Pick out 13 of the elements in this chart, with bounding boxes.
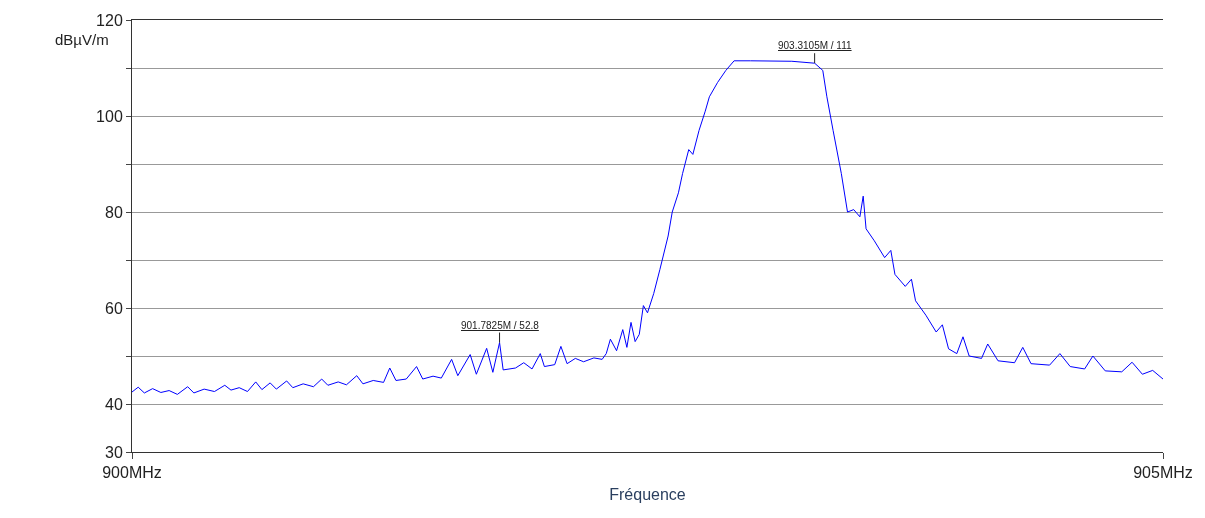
y-tick-label: 30 — [105, 443, 123, 461]
y-tick-label: 60 — [105, 299, 123, 317]
line-series — [132, 60, 1163, 395]
annotation: 903.3105M / 111 — [778, 40, 853, 51]
y-tick-label: 120 — [96, 11, 123, 29]
annotation: 901.7825M / 52.8 — [461, 320, 540, 331]
y-tick-label: 40 — [105, 395, 123, 413]
y-tick-label: 100 — [96, 107, 123, 125]
x-tick-label: 900MHz — [102, 464, 162, 482]
y-tick-label: 80 — [105, 203, 123, 221]
x-axis-title: Fréquence — [609, 485, 686, 503]
y-axis-title: dBµV/m — [55, 31, 109, 48]
x-tick-label: 905MHz — [1133, 464, 1193, 482]
